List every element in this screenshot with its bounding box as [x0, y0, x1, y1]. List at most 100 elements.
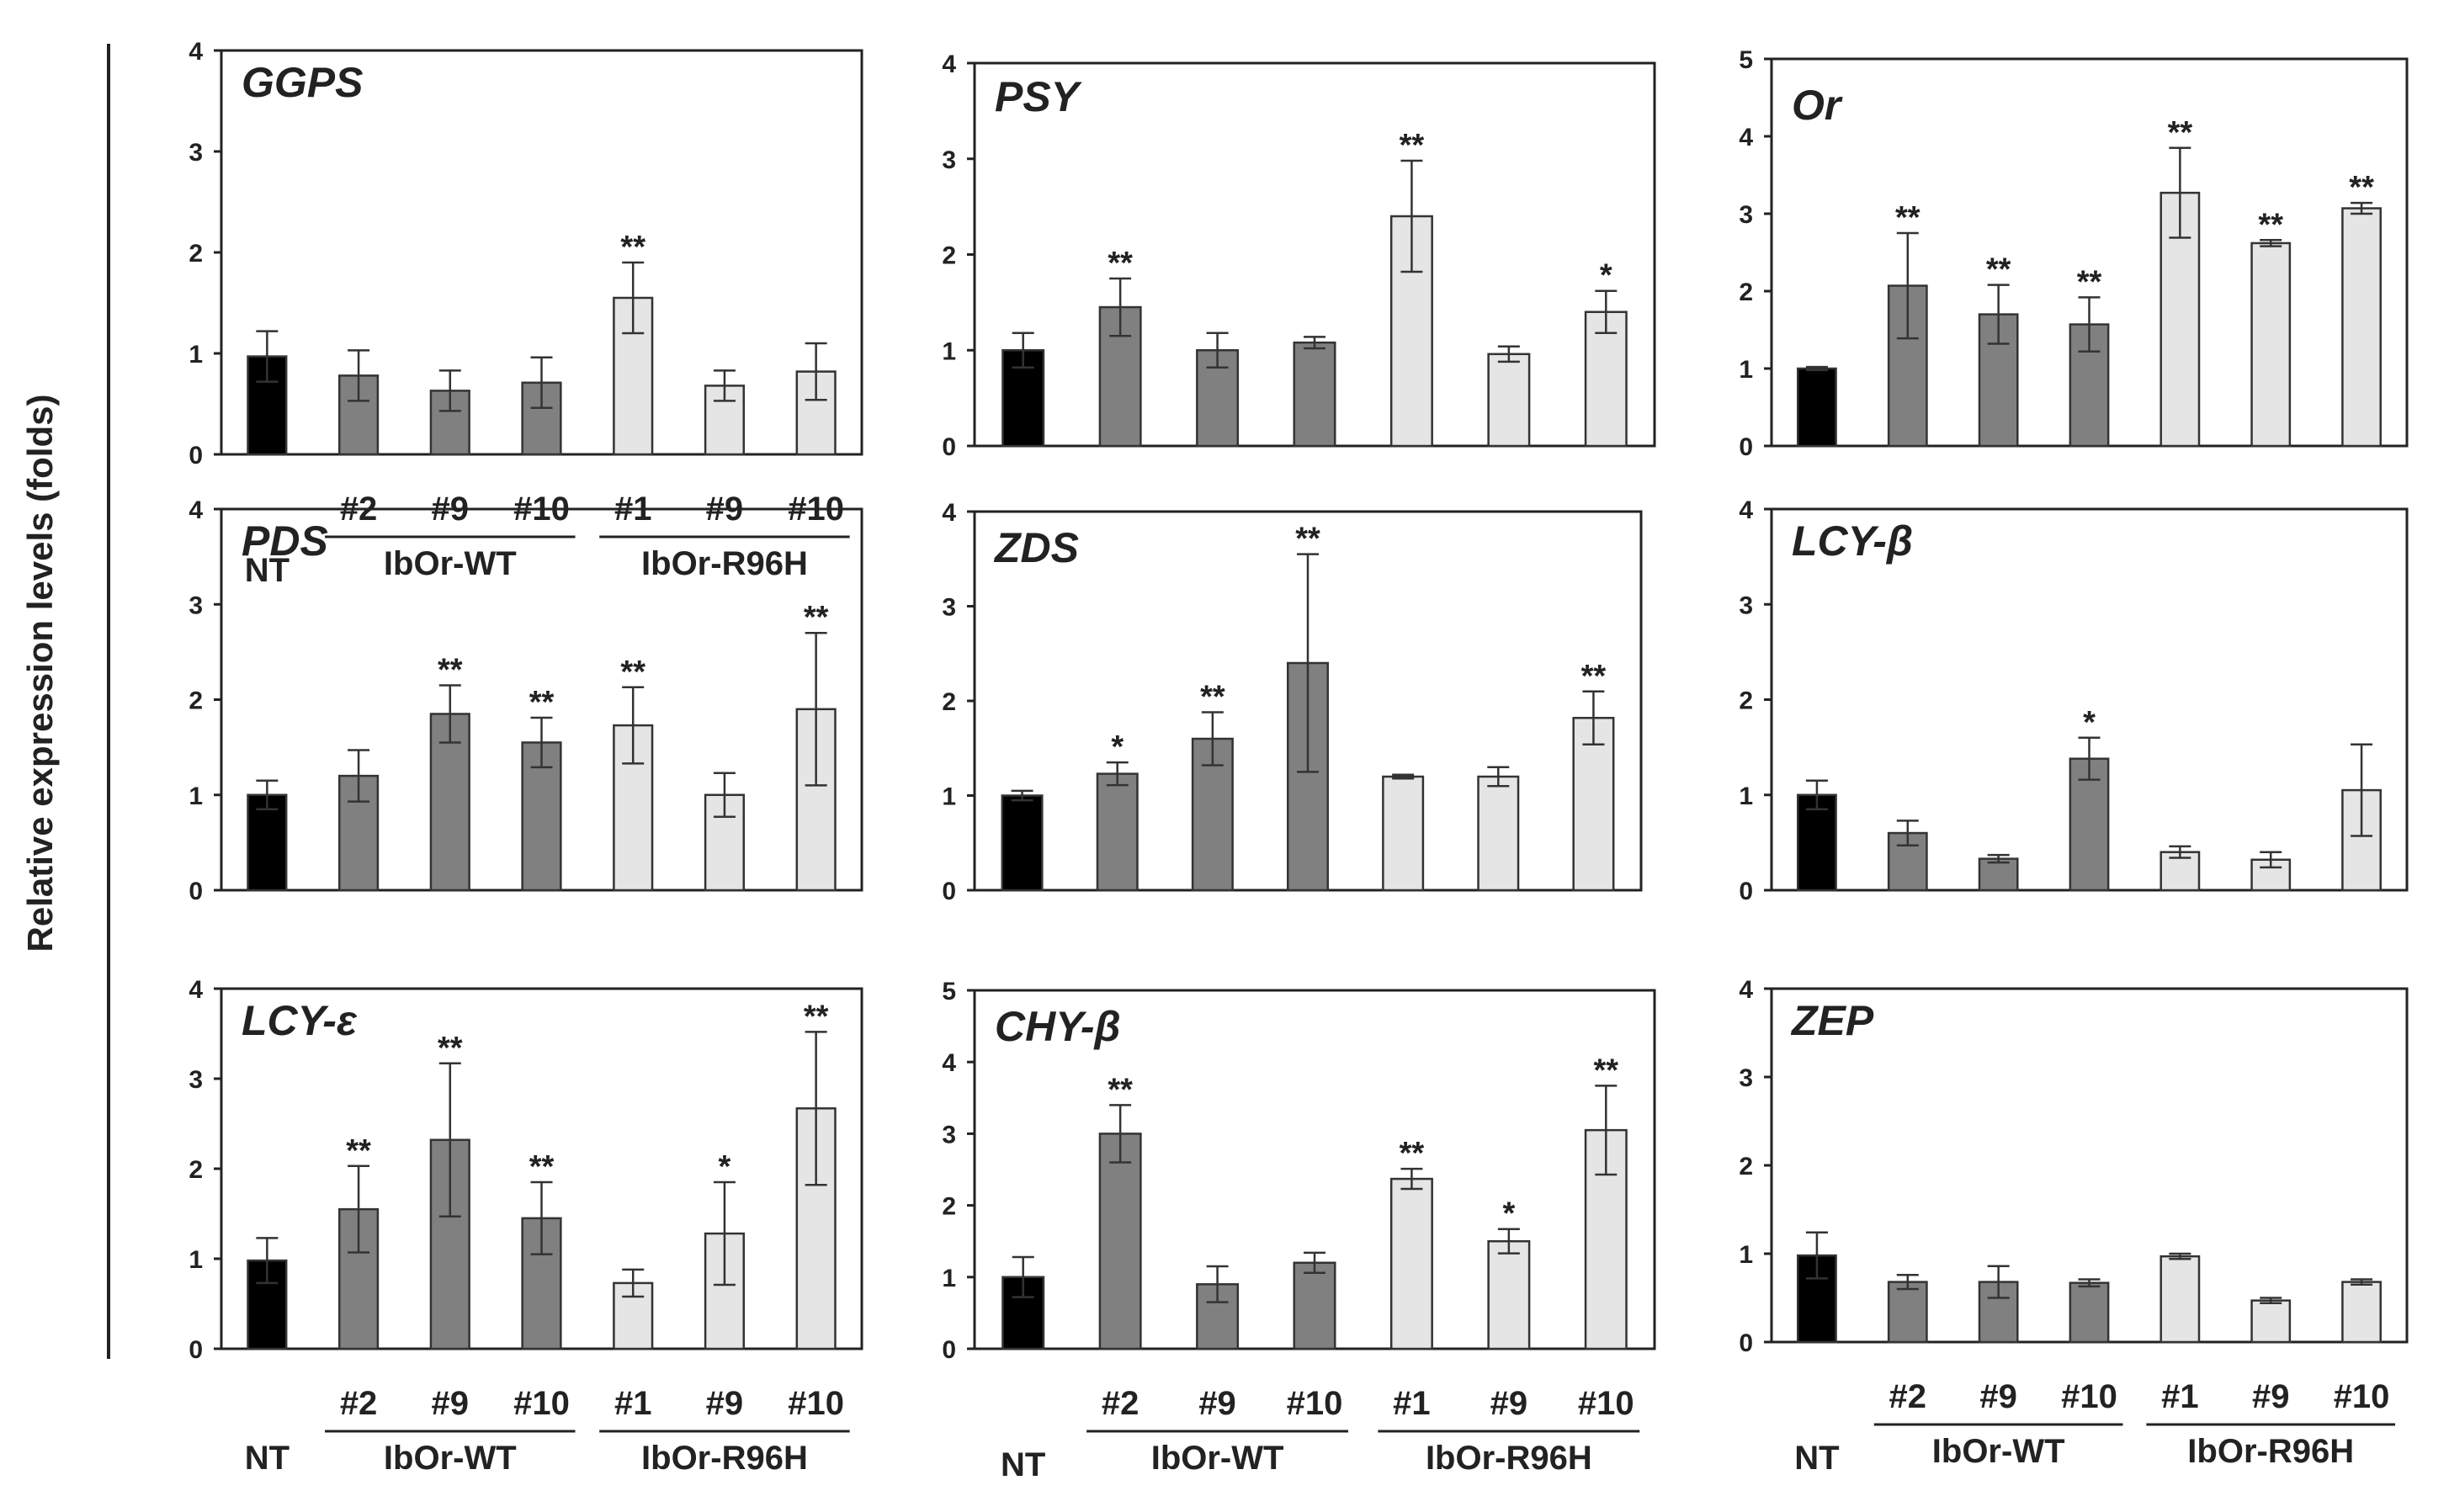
y-tick-label: 2	[942, 1193, 956, 1221]
significance-mark: **	[1108, 246, 1133, 281]
bar	[1584, 310, 1628, 448]
bar	[2069, 1281, 2110, 1344]
y-tick-label: 1	[942, 337, 956, 365]
x-tick-label: #10	[2334, 1378, 2390, 1415]
x-tick-label: #9	[432, 1385, 470, 1422]
x-tick-label: #2	[1102, 1385, 1140, 1422]
significance-mark: **	[620, 230, 645, 265]
significance-mark: **	[620, 655, 645, 690]
bar	[1572, 717, 1615, 892]
y-tick-label: 1	[1739, 1241, 1753, 1269]
group-label-wt: IbOr-WT	[1932, 1433, 2065, 1470]
bar	[247, 793, 288, 892]
y-tick-label: 5	[942, 978, 956, 1005]
significance-mark: **	[2168, 115, 2193, 151]
bar	[1382, 775, 1425, 892]
group-label-wt: IbOr-WT	[384, 545, 517, 582]
significance-mark: *	[2083, 705, 2096, 740]
y-tick-label: 1	[1739, 356, 1753, 384]
chart-title: Or	[1792, 82, 1843, 129]
group-label-wt: IbOr-WT	[384, 1440, 517, 1477]
chart-title: LCY-ε	[242, 997, 358, 1044]
y-tick-label: 3	[1739, 1064, 1753, 1092]
y-tick-label: 4	[189, 976, 203, 1004]
significance-mark: **	[1593, 1053, 1618, 1088]
bar	[613, 1281, 654, 1350]
group-label-r96h: IbOr-R96H	[2187, 1433, 2354, 1470]
significance-mark: **	[438, 1031, 463, 1066]
y-tick-label: 4	[189, 38, 203, 66]
y-tick-label: 1	[942, 783, 956, 811]
y-tick-label: 4	[942, 50, 956, 78]
y-tick-label: 2	[189, 687, 203, 715]
y-tick-label: 3	[189, 592, 203, 619]
significance-mark: **	[1400, 128, 1425, 163]
bar	[1487, 1239, 1531, 1350]
group-label-nt: NT	[245, 552, 290, 589]
significance-mark: *	[1502, 1196, 1515, 1232]
y-tick-label: 3	[1739, 201, 1753, 229]
significance-mark: *	[719, 1149, 731, 1185]
x-tick-label: #2	[340, 1385, 378, 1422]
bar	[795, 708, 837, 892]
significance-mark: **	[529, 1149, 555, 1185]
chart-title: PSY	[995, 73, 1083, 120]
chart-title: GGPS	[242, 59, 363, 106]
bar	[2159, 1255, 2201, 1344]
y-tick-label: 1	[189, 783, 203, 810]
significance-mark: *	[1600, 258, 1612, 294]
group-label-r96h: IbOr-R96H	[641, 1440, 808, 1477]
group-label-nt: NT	[1794, 1440, 1839, 1477]
bar	[1096, 772, 1139, 892]
significance-mark: **	[1295, 522, 1320, 557]
bar	[1797, 367, 1837, 448]
y-tick-label: 2	[1739, 279, 1753, 306]
y-tick-label: 0	[189, 1336, 203, 1364]
y-tick-label: 1	[942, 1265, 956, 1292]
significance-mark: **	[346, 1133, 371, 1169]
significance-mark: **	[2258, 207, 2283, 242]
bar	[1487, 353, 1531, 448]
chart-panel-3: 0 1 2 3 4 5 Or ** ** ** ** ** **	[1739, 46, 2409, 461]
chart-panel-9: 0 1 2 3 4 ZEP #2 #9 #10 #1 #9 #10 NT IbOr-WT IbOr-R96H	[1739, 976, 2409, 1477]
group-label-r96h: IbOr-R96H	[1426, 1440, 1592, 1477]
x-tick-label: #9	[1198, 1385, 1236, 1422]
significance-mark: **	[1986, 252, 2011, 288]
bar	[1477, 775, 1520, 892]
significance-mark: **	[2077, 264, 2102, 300]
x-tick-label: #2	[1889, 1378, 1927, 1415]
significance-mark: **	[804, 600, 829, 635]
significance-mark: **	[804, 999, 829, 1034]
y-tick-label: 1	[189, 341, 203, 369]
significance-mark: **	[2349, 170, 2374, 205]
y-tick-label: 4	[1739, 976, 1753, 1004]
y-tick-label: 0	[189, 442, 203, 470]
bar	[1887, 1281, 1928, 1344]
bar	[1797, 793, 1837, 892]
y-tick-label: 3	[942, 1121, 956, 1149]
x-tick-label: #1	[2161, 1378, 2199, 1415]
bar	[2250, 241, 2292, 448]
significance-mark: *	[1111, 729, 1124, 765]
chart-panel-4: 0 1 2 3 4 PDS ** ** ** **	[189, 496, 863, 905]
group-label-nt: NT	[245, 1440, 290, 1477]
y-tick-label: 3	[189, 1066, 203, 1094]
y-tick-label: 1	[1739, 783, 1753, 810]
y-tick-label: 3	[942, 594, 956, 622]
y-tick-label: 0	[942, 878, 956, 905]
x-tick-label: #10	[513, 1385, 570, 1422]
y-tick-label: 2	[1739, 1153, 1753, 1180]
group-label-nt: NT	[1001, 1446, 1045, 1483]
y-tick-label: 2	[189, 1156, 203, 1184]
group-label-r96h: IbOr-R96H	[641, 545, 808, 582]
chart-title: ZDS	[993, 524, 1079, 571]
chart-title: PDS	[242, 517, 328, 565]
significance-mark: **	[1200, 680, 1225, 715]
y-tick-label: 4	[1739, 496, 1753, 524]
